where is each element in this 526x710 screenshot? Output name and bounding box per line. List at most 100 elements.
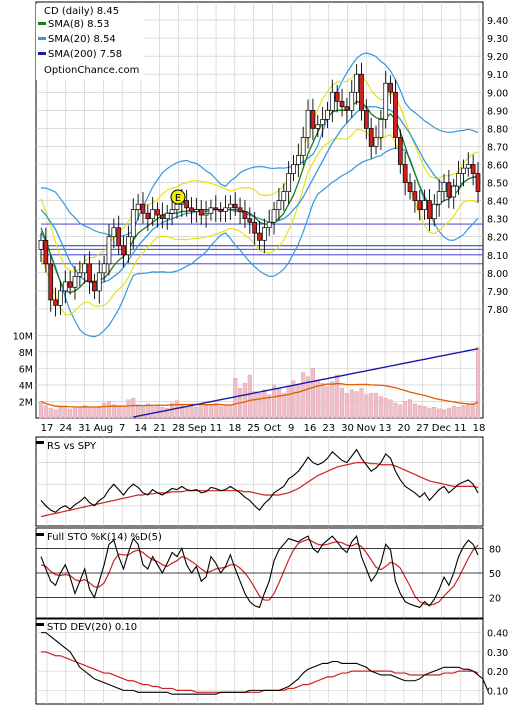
grid-layer bbox=[35, 1, 484, 705]
candle-body bbox=[232, 203, 238, 209]
candle-body bbox=[465, 164, 471, 169]
volume-bar bbox=[286, 386, 291, 419]
volume-bar bbox=[412, 403, 417, 419]
legend-swatch-sma20 bbox=[38, 37, 46, 40]
volume-bar bbox=[349, 389, 354, 419]
volume-bar bbox=[262, 389, 267, 419]
sma200-line bbox=[133, 347, 479, 418]
volume-bar bbox=[106, 401, 112, 419]
candle-body bbox=[431, 203, 437, 220]
sto-tick-label: 20 bbox=[489, 594, 501, 605]
volume-bar bbox=[247, 374, 252, 419]
legend-label-sma200: SMA(200) 7.58 bbox=[48, 49, 122, 60]
volume-bar bbox=[320, 383, 325, 419]
candle-body bbox=[286, 173, 291, 192]
x-tick-label: Aug bbox=[94, 423, 114, 434]
sto-signal-line bbox=[40, 538, 479, 606]
price-tick-label: 9.40 bbox=[487, 16, 508, 27]
candle-body bbox=[412, 191, 418, 201]
candle-body bbox=[441, 182, 447, 192]
rs-panel bbox=[40, 448, 479, 518]
candle-body bbox=[106, 236, 112, 265]
std-title-text: STD DEV(20) 0.10 bbox=[47, 622, 137, 633]
volume-bar bbox=[301, 372, 306, 419]
x-tick-label: 30 bbox=[341, 423, 354, 434]
candle-body bbox=[325, 109, 330, 120]
price-tick-label: 8.80 bbox=[487, 124, 508, 135]
legend-label-sma20: SMA(20) 8.54 bbox=[48, 34, 116, 45]
candle-body bbox=[189, 207, 194, 212]
std-tick-label: 0.40 bbox=[487, 629, 508, 640]
candle-body bbox=[43, 239, 49, 265]
candle-body bbox=[198, 209, 204, 216]
volume-bar bbox=[422, 406, 427, 419]
candle-body bbox=[334, 91, 340, 102]
candle-body bbox=[77, 272, 83, 277]
volume-bar bbox=[393, 402, 398, 419]
candle-body bbox=[208, 207, 214, 214]
price-tick-label: 9.30 bbox=[487, 34, 508, 45]
rs-signal-line bbox=[40, 462, 479, 518]
rs-frame bbox=[35, 436, 484, 527]
price-tick-label: 7.90 bbox=[487, 287, 508, 298]
sto-title-text: Full STO %K(14) %D(5) bbox=[47, 532, 162, 543]
volume-average-line bbox=[40, 382, 479, 408]
candle-body bbox=[116, 227, 122, 247]
candle-body bbox=[393, 91, 398, 138]
x-tick-label: Sep bbox=[188, 423, 207, 434]
volume-bar bbox=[160, 406, 165, 419]
legend-label-sma8: SMA(8) 8.53 bbox=[48, 19, 109, 30]
candle-body bbox=[349, 91, 355, 111]
candle-body bbox=[305, 109, 311, 138]
candle-body bbox=[169, 209, 175, 214]
volume-bar bbox=[208, 404, 213, 419]
candle-body bbox=[373, 137, 379, 147]
candle-body bbox=[388, 82, 393, 93]
candle-body bbox=[320, 119, 325, 126]
candle-body bbox=[422, 200, 427, 210]
volume-bar bbox=[276, 388, 281, 419]
volume-bar bbox=[354, 391, 359, 419]
volume-bar bbox=[140, 405, 146, 419]
candle-body bbox=[150, 209, 156, 220]
candle-body bbox=[38, 239, 44, 250]
candle-body bbox=[121, 245, 126, 256]
candle-body bbox=[184, 200, 190, 209]
candle-body bbox=[101, 263, 107, 274]
candle-body bbox=[315, 124, 321, 129]
candle-body bbox=[53, 299, 58, 306]
volume-bar bbox=[267, 394, 272, 419]
candle-body bbox=[174, 203, 180, 210]
candle-body bbox=[363, 109, 369, 129]
price-tick-label: 8.70 bbox=[487, 142, 508, 153]
candle-body bbox=[262, 227, 267, 241]
x-tick-label: 13 bbox=[379, 423, 392, 434]
x-tick-label: 27 bbox=[416, 423, 429, 434]
candle-body bbox=[383, 82, 389, 120]
volume-bar bbox=[344, 392, 349, 419]
candle-body bbox=[475, 173, 481, 192]
volume-bar bbox=[383, 397, 388, 419]
price-tick-label: 8.50 bbox=[487, 179, 508, 190]
volume-bar bbox=[102, 402, 107, 419]
volume-bar bbox=[77, 406, 82, 419]
candle-body bbox=[329, 91, 335, 111]
candle-body bbox=[135, 203, 141, 210]
sto-tick-label: 50 bbox=[489, 569, 501, 580]
bollinger-lower-line bbox=[40, 147, 479, 338]
candle-body bbox=[247, 218, 253, 223]
volume-bar bbox=[242, 383, 247, 419]
price-tick-label: 7.80 bbox=[487, 305, 508, 316]
volume-bar bbox=[296, 384, 301, 419]
volume-bar bbox=[456, 406, 461, 419]
rs-title-text: RS vs SPY bbox=[47, 441, 97, 452]
volume-bar bbox=[213, 402, 218, 419]
volume-bar bbox=[306, 376, 311, 419]
volume-bar bbox=[325, 386, 330, 419]
std-swatch bbox=[36, 623, 44, 626]
legend-swatch-sma8 bbox=[38, 22, 46, 25]
volume-bar bbox=[92, 406, 97, 419]
volume-bar bbox=[388, 399, 393, 419]
candle-body bbox=[359, 73, 364, 111]
price-legend: CD (daily) 8.45 SMA(8) 8.53 SMA(20) 8.54… bbox=[36, 4, 144, 80]
